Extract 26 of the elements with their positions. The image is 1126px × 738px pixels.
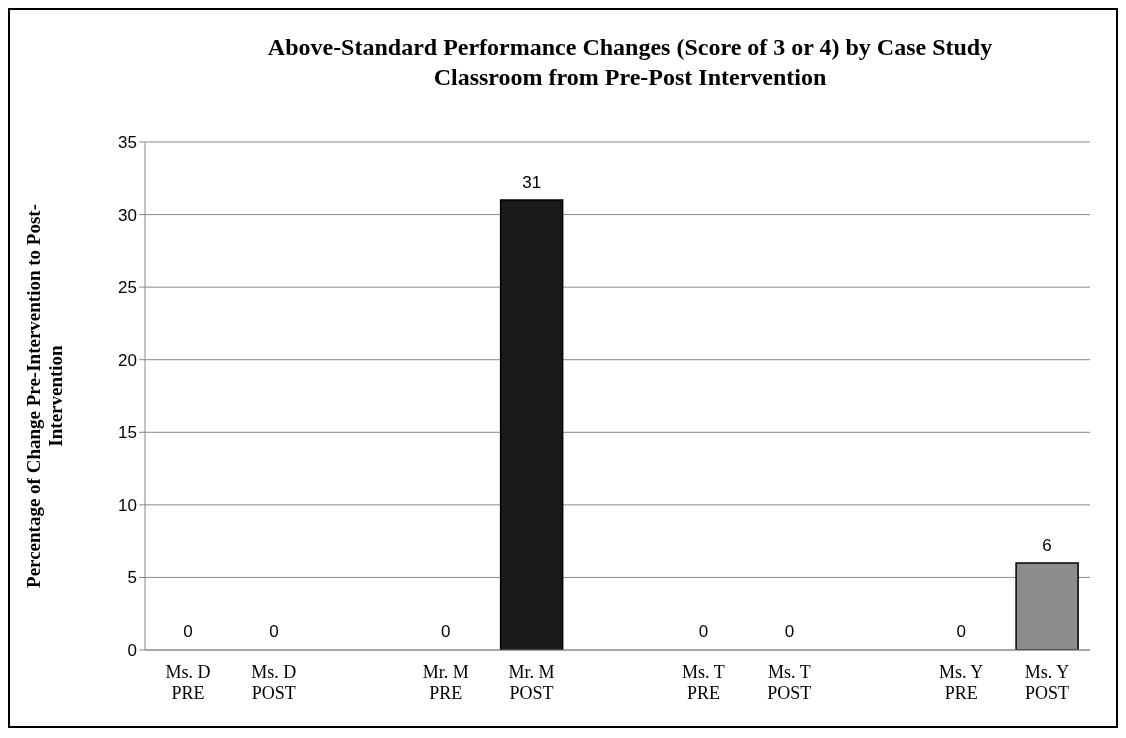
y-tick-label: 0 [127,641,137,661]
x-tick-label: Ms. D POST [251,662,297,703]
y-tick-label: 5 [127,568,137,588]
data-label: 0 [183,622,193,641]
x-tick-label: Mr. M POST [508,662,555,703]
y-tick-label: 15 [118,423,137,443]
x-tick-label: Ms. Y PRE [938,662,984,703]
y-tick-label: 25 [118,278,137,298]
x-tick-label: Ms. Y POST [1024,662,1070,703]
data-label: 0 [784,622,795,641]
x-tick-label: Mr. M PRE [422,662,469,703]
y-tick-label: 10 [118,495,137,515]
y-tick-label: 35 [118,133,137,153]
data-label: 0 [956,622,966,641]
data-label: 0 [440,622,451,641]
x-tick-label: Ms. T POST [767,662,812,703]
x-tick-label: Ms. T PRE [682,662,725,703]
x-tick-label: Ms. D PRE [165,662,211,703]
chart-title: Above-Standard Performance Changes (Score of 3 or 4) by Case Study Classroom from Pre-Post Intervention [266,33,994,92]
y-tick-label: 20 [118,350,137,370]
data-label: 0 [269,622,279,641]
data-label: 0 [698,622,709,641]
y-tick-label: 30 [118,205,137,225]
data-label: 6 [1042,535,1052,555]
data-label: 31 [522,173,542,193]
y-axis-title: Percentage of Change Pre-Intervention to Post-Intervention [23,204,66,588]
